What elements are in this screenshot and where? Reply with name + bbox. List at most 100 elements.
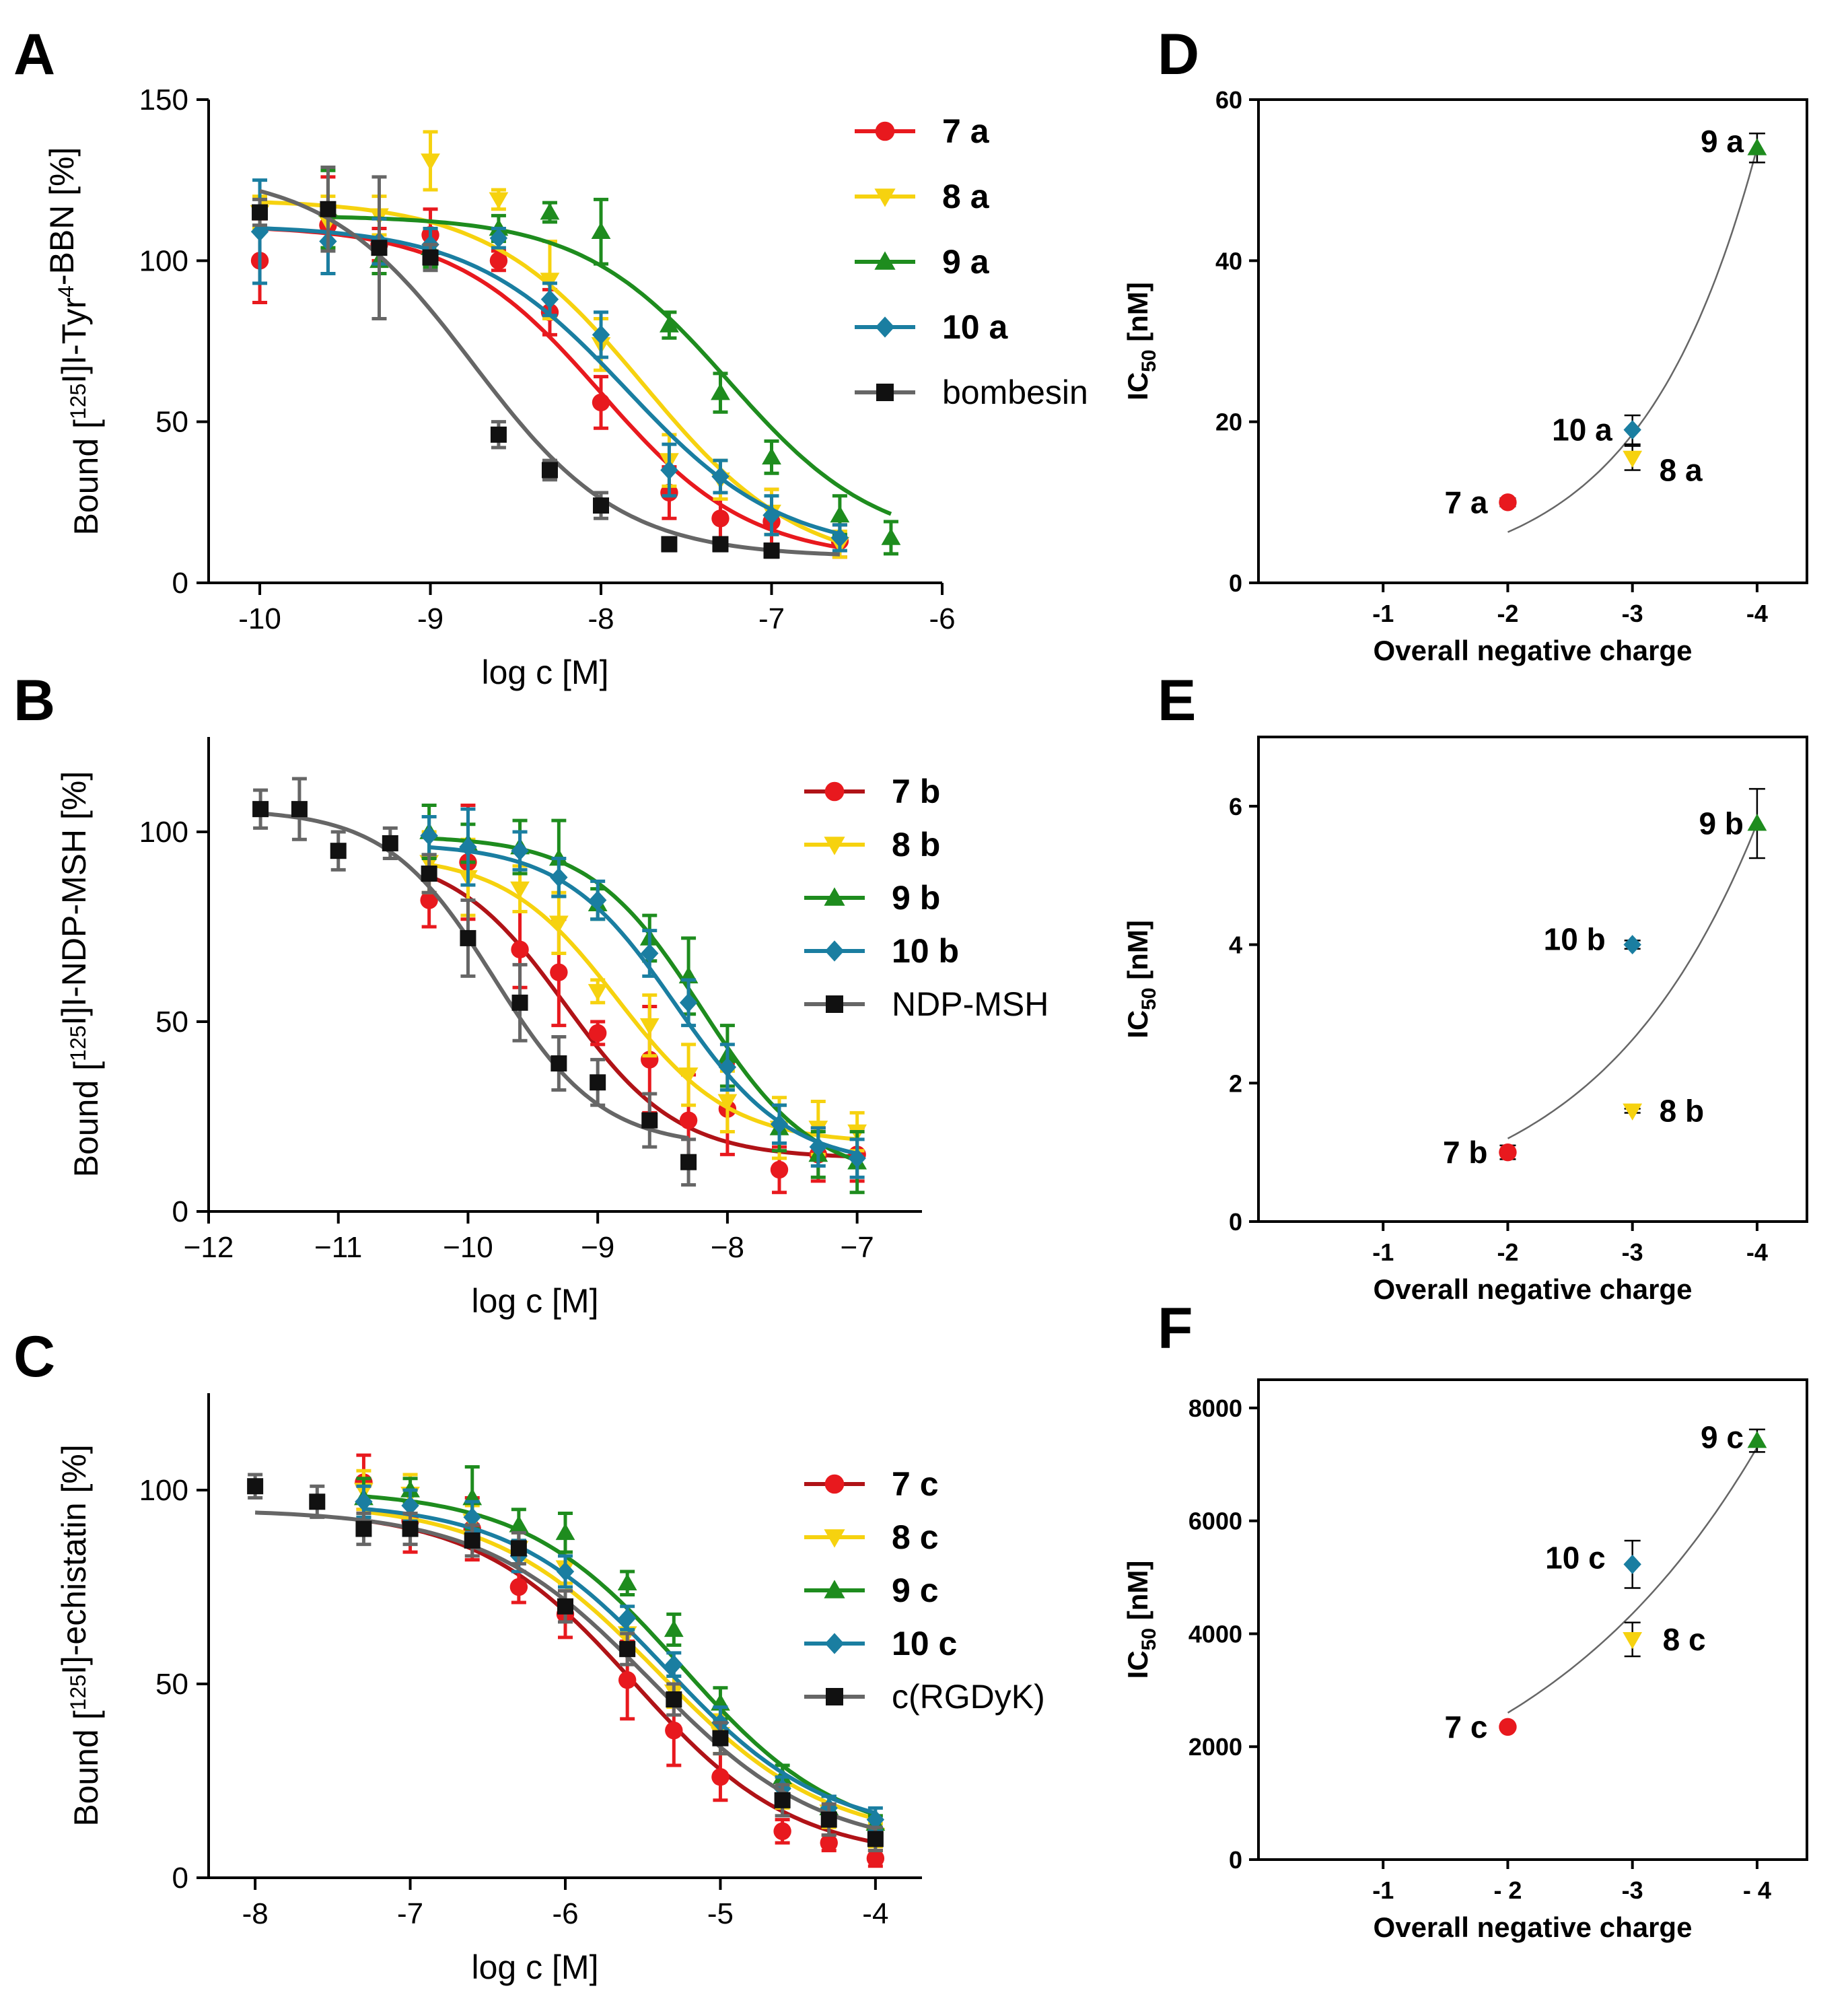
y-tick-label: 0 (1229, 569, 1242, 597)
data-point (711, 1768, 730, 1786)
data-point (509, 1578, 528, 1596)
data-point (459, 837, 477, 857)
data-point (641, 1112, 658, 1129)
x-tick-label: -8 (242, 1897, 269, 1930)
data-point (291, 801, 308, 818)
data-point (660, 315, 679, 332)
data-point (809, 1137, 828, 1157)
x-axis-label: log c [M] (472, 1282, 599, 1320)
data-point (866, 1849, 885, 1868)
data-point (588, 890, 607, 910)
x-tick-label: -3 (1622, 1876, 1643, 1904)
legend-label: NDP-MSH (892, 985, 1049, 1023)
legend-label: 10 c (892, 1625, 957, 1662)
x-tick-label: -3 (1622, 1238, 1643, 1266)
data-point (550, 868, 568, 888)
legend-marker (826, 995, 843, 1013)
legend-marker (876, 384, 894, 401)
data-point (866, 1810, 885, 1829)
series-8-b (419, 830, 867, 1160)
y-tick-label: 0 (1229, 1208, 1242, 1236)
x-tick-label: -8 (588, 602, 614, 635)
data-point (1623, 420, 1641, 440)
x-tick-label: -1 (1372, 1876, 1394, 1904)
fit-curve (1507, 147, 1758, 533)
legend: 7 a 8 a 9 a 10 a bombesin (855, 112, 1088, 411)
legend-marker (824, 1580, 845, 1598)
data-point (712, 536, 729, 553)
x-tick-label: −10 (443, 1231, 493, 1264)
x-tick-label: -1 (1372, 600, 1394, 627)
x-tick-label: -7 (758, 602, 785, 635)
y-tick-label: 6000 (1188, 1508, 1242, 1535)
data-point (591, 221, 611, 240)
y-tick-label: 50 (155, 1668, 188, 1701)
data-point (420, 891, 438, 909)
x-tick-label: -7 (397, 1897, 423, 1930)
point-label: 7 b (1443, 1135, 1487, 1170)
fit-curve (429, 845, 858, 1156)
data-point (590, 1074, 606, 1091)
y-tick-label: 40 (1215, 247, 1242, 275)
data-point (593, 497, 610, 514)
data-point (550, 1055, 567, 1072)
data-point (1499, 493, 1517, 512)
legend-label: 10 a (942, 308, 1009, 346)
data-point (830, 505, 850, 523)
data-point (820, 1833, 838, 1852)
data-point (770, 1160, 789, 1179)
x-tick-label: -4 (1746, 600, 1768, 627)
panel-letter: E (1158, 668, 1196, 733)
x-tick-label: -6 (929, 602, 955, 635)
point-label: 9 a (1701, 124, 1744, 159)
data-point (463, 1507, 481, 1527)
legend-label: 7 c (892, 1465, 939, 1503)
plot-frame (1257, 98, 1808, 584)
data-point (711, 509, 730, 528)
panel-f: F 0 2000 4000 6000 8000 -1 - 2 -3 - 4 Overall nega… (1122, 1296, 1808, 1943)
data-point (660, 460, 678, 480)
data-point (641, 944, 659, 963)
y-tick-label: 60 (1215, 86, 1242, 114)
data-point (1623, 450, 1643, 468)
data-point (402, 1520, 419, 1537)
panel-c: C 0 50 100 -8 -7 -6 -5 -4 log c [M] Bound [125I]-e… (13, 1325, 1045, 1986)
y-axis-label: IC50 [nM] (1122, 920, 1160, 1038)
x-tick-label: -9 (417, 602, 443, 635)
data-point (540, 273, 560, 290)
y-tick-label: 4 (1229, 931, 1242, 959)
data-point (1623, 1554, 1641, 1574)
point-10-c: 10 c (1545, 1539, 1641, 1589)
series-ndp-msh (252, 777, 697, 1187)
legend-marker (824, 1474, 845, 1494)
data-point (1623, 1632, 1643, 1650)
y-tick-label: 2000 (1188, 1733, 1242, 1761)
point-label: 7 a (1445, 485, 1488, 520)
data-point (464, 1532, 481, 1549)
data-point (774, 1792, 791, 1808)
plot-frame (1257, 736, 1808, 1223)
data-point (830, 528, 849, 548)
data-point (420, 826, 438, 846)
legend-label: 8 b (892, 826, 940, 863)
legend-marker (826, 1688, 843, 1705)
data-point (718, 1057, 737, 1078)
data-point (510, 1540, 527, 1557)
point-10-b: 10 b (1544, 922, 1641, 957)
y-axis-label: Bound [125I]-echistatin [%] (55, 1444, 105, 1827)
point-8-c: 8 c (1623, 1621, 1706, 1658)
point-label: 7 c (1445, 1710, 1488, 1744)
data-point (511, 841, 529, 861)
point-label: 8 b (1660, 1093, 1704, 1128)
fit-curve (260, 811, 689, 1141)
data-point (460, 929, 476, 946)
x-axis-label: Overall negative charge (1374, 635, 1693, 666)
data-point (320, 201, 336, 217)
point-8-b: 8 b (1623, 1093, 1704, 1128)
fit-curve (363, 1506, 876, 1815)
legend-marker (874, 188, 896, 207)
x-tick-label: −9 (581, 1231, 614, 1264)
series-10-b (420, 807, 866, 1179)
series-8-a (250, 130, 850, 559)
fit-curve (363, 1494, 876, 1817)
